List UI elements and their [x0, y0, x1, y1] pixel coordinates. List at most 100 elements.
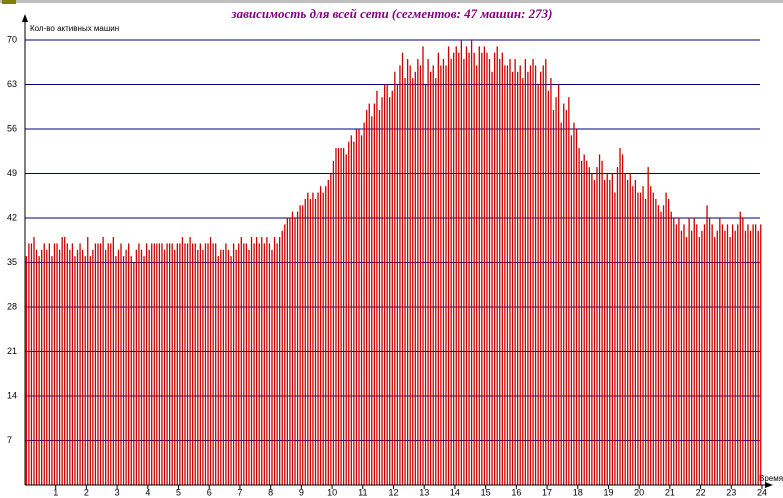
bar [171, 243, 173, 485]
bar [140, 249, 143, 485]
bar [760, 224, 762, 485]
bar [547, 90, 550, 485]
bar [230, 256, 232, 485]
bar [598, 154, 601, 485]
bar [332, 160, 335, 486]
bar [342, 148, 345, 486]
x-tick-label: 13 [419, 487, 429, 497]
bar [450, 59, 452, 485]
bar [529, 65, 532, 485]
bar [33, 237, 35, 485]
bar [752, 224, 754, 485]
bar [105, 249, 107, 485]
bar [552, 109, 555, 485]
bar [296, 211, 299, 485]
bar [522, 78, 524, 486]
bar [340, 148, 342, 486]
y-tick-label: 49 [7, 168, 17, 178]
bar [491, 71, 493, 486]
bar [181, 237, 184, 485]
bar [609, 179, 611, 485]
y-tick-label: 63 [7, 79, 17, 89]
bar [683, 224, 685, 485]
bar [453, 52, 455, 485]
bar [642, 186, 644, 485]
bar [534, 65, 537, 485]
bar [747, 224, 749, 485]
bar [708, 218, 711, 485]
x-tick-label: 9 [299, 487, 304, 497]
bar [235, 249, 237, 485]
bar [117, 249, 120, 485]
bar [483, 46, 486, 485]
bar [368, 103, 370, 486]
bar [227, 249, 230, 485]
bar [734, 230, 736, 485]
bar [76, 249, 79, 485]
bar [366, 109, 368, 485]
bar [51, 256, 53, 485]
x-tick-label: 15 [481, 487, 491, 497]
bar [381, 97, 383, 485]
bar [174, 249, 176, 485]
bar [660, 211, 662, 485]
bar [511, 71, 514, 486]
bar [271, 249, 273, 485]
bar [430, 71, 432, 486]
bar [184, 243, 186, 485]
bar [281, 230, 283, 485]
bar [314, 198, 317, 485]
bar [586, 160, 588, 486]
bar [455, 46, 457, 485]
x-tick-label: 6 [207, 487, 212, 497]
bar [151, 243, 153, 485]
bar [168, 243, 171, 485]
bar [378, 109, 381, 485]
bar [232, 243, 235, 485]
bar [309, 198, 312, 485]
bar [422, 46, 424, 485]
bar [578, 148, 580, 486]
bar [79, 243, 81, 485]
bar [130, 256, 132, 485]
bar [217, 256, 219, 485]
bar [399, 65, 401, 485]
x-tick-label: 11 [358, 487, 367, 497]
bar [348, 141, 350, 485]
bar [460, 40, 463, 485]
bar [330, 173, 332, 485]
bar [84, 256, 86, 485]
bar [729, 237, 731, 485]
bar [255, 237, 258, 485]
bar [417, 59, 419, 485]
bar [652, 192, 654, 486]
x-tick-label: 12 [388, 487, 398, 497]
bar [463, 59, 465, 485]
bar [355, 129, 358, 485]
bar [291, 211, 294, 485]
bar [737, 224, 739, 485]
bar [87, 237, 89, 485]
x-tick-label: 18 [573, 487, 583, 497]
bar [596, 167, 598, 485]
bar [458, 52, 460, 485]
bar [493, 52, 496, 485]
bar [537, 84, 539, 485]
bar [69, 249, 71, 485]
bar [685, 237, 688, 485]
bar [299, 205, 301, 486]
bar [476, 65, 478, 485]
bar [540, 71, 542, 486]
x-tick-label: 4 [145, 487, 150, 497]
y-axis-label: Кол-во активных машин [30, 24, 119, 33]
bar [583, 154, 585, 485]
bar [611, 173, 613, 485]
bar [706, 205, 708, 486]
bar [437, 52, 439, 485]
bar [192, 243, 194, 485]
bar [58, 249, 61, 485]
x-tick-label: 17 [542, 487, 552, 497]
bar [43, 243, 45, 485]
bar [110, 243, 112, 485]
